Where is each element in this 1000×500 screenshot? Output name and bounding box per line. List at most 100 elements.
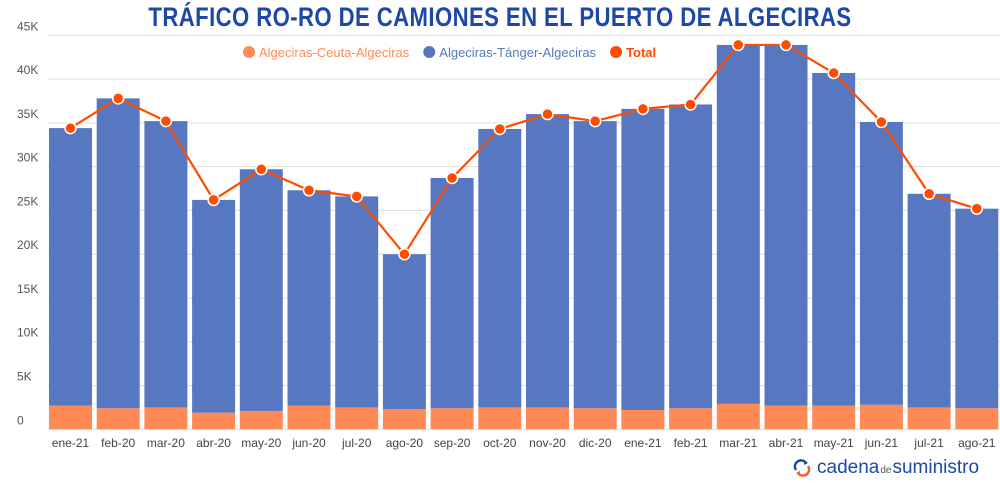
bar-tanger <box>335 196 379 408</box>
bar-tanger <box>49 128 92 406</box>
bar-tanger <box>96 98 140 409</box>
y-tick-label: 20K <box>17 238 38 252</box>
bar-ceuta <box>478 407 522 430</box>
bar-tanger <box>192 199 236 413</box>
x-tick-label: ene-21 <box>52 436 90 450</box>
total-point <box>64 121 77 135</box>
bar-ceuta <box>144 407 188 430</box>
total-point <box>207 193 220 207</box>
chart-title: TRÁFICO RO-RO DE CAMIONES EN EL PUERTO D… <box>148 2 852 32</box>
legend-marker <box>243 46 255 58</box>
total-point <box>732 38 745 52</box>
bar-tanger <box>287 190 331 406</box>
y-tick-label: 45K <box>17 19 38 33</box>
bar-tanger <box>239 169 283 411</box>
bar-ceuta <box>430 408 474 430</box>
legend-label: Algeciras-Ceuta-Algeciras <box>259 45 410 60</box>
logo-text-suministro: suministro <box>892 457 980 478</box>
bar-ceuta <box>669 408 713 430</box>
y-tick-label: 15K <box>17 282 38 296</box>
legend-marker <box>610 46 623 58</box>
total-point <box>588 114 602 128</box>
bar-ceuta <box>621 410 665 430</box>
total-point <box>398 247 411 261</box>
legend-marker <box>423 46 436 58</box>
bar-ceuta <box>716 403 760 430</box>
bar-tanger <box>955 208 999 409</box>
bar-tanger <box>573 121 617 409</box>
x-tick-label: jun-20 <box>291 436 326 450</box>
legend-label: Algeciras-Tánger-Algeciras <box>439 45 596 60</box>
total-point <box>827 66 840 80</box>
bar-ceuta <box>812 405 856 430</box>
bar-tanger <box>907 193 951 408</box>
bar-ceuta <box>526 407 569 430</box>
total-point <box>541 107 554 121</box>
x-tick-label: may-21 <box>814 436 854 450</box>
x-tick-label: jul-21 <box>913 436 944 450</box>
x-tick-label: abr-21 <box>769 436 804 450</box>
bar-tanger <box>859 121 903 405</box>
bar-ceuta <box>287 405 331 430</box>
bar-ceuta <box>335 407 379 430</box>
legend-label: Total <box>626 45 656 60</box>
total-point <box>159 114 173 128</box>
y-tick-label: 0 <box>17 413 24 427</box>
bar-ceuta <box>239 410 283 430</box>
x-tick-label: abr-20 <box>196 436 231 450</box>
total-point <box>875 115 888 129</box>
x-tick-label: mar-21 <box>719 436 757 450</box>
x-tick-label: jun-21 <box>864 436 899 450</box>
x-tick-label: ene-21 <box>624 436 662 450</box>
x-tick-label: feb-21 <box>674 436 708 450</box>
x-tick-label: oct-20 <box>483 436 517 450</box>
y-tick-label: 30K <box>17 151 38 165</box>
x-tick-label: ago-20 <box>386 436 424 450</box>
total-point <box>350 190 363 203</box>
x-tick-label: sep-20 <box>434 436 471 450</box>
y-tick-label: 40K <box>17 63 38 77</box>
total-point <box>255 163 268 176</box>
bar-tanger <box>812 72 856 406</box>
x-tick-label: ago-21 <box>958 436 996 450</box>
total-point <box>779 38 793 52</box>
y-tick-label: 10K <box>17 326 38 340</box>
bar-tanger <box>144 121 188 408</box>
x-tick-label: nov-20 <box>529 436 566 450</box>
bar-ceuta <box>96 408 140 430</box>
total-point <box>684 98 697 111</box>
bar-ceuta <box>764 405 808 430</box>
bar-ceuta <box>859 404 903 430</box>
bar-ceuta <box>49 405 92 430</box>
y-tick-label: 35K <box>17 107 38 121</box>
bar-tanger <box>669 104 713 409</box>
total-point <box>111 92 125 105</box>
bar-ceuta <box>573 408 617 430</box>
y-tick-label: 25K <box>17 194 38 208</box>
circular-arrows-icon <box>793 459 811 477</box>
bar-tanger <box>478 128 522 408</box>
total-point <box>302 184 316 197</box>
x-tick-label: mar-20 <box>147 436 185 450</box>
bar-tanger <box>430 178 474 409</box>
bar-tanger <box>621 108 665 411</box>
bar-ceuta <box>192 412 236 430</box>
bar-ceuta <box>907 407 951 430</box>
bar-tanger <box>526 114 569 408</box>
total-point <box>970 202 984 215</box>
bar-tanger <box>382 254 426 410</box>
brand-logo: cadenadesuministro <box>793 457 979 479</box>
bar-ceuta <box>382 409 426 430</box>
total-point <box>445 171 459 185</box>
x-tick-label: feb-20 <box>101 436 135 450</box>
bar-tanger <box>764 44 808 406</box>
total-point <box>636 102 650 116</box>
x-tick-label: may-20 <box>241 436 281 450</box>
total-line <box>69 43 978 257</box>
y-tick-label: 5K <box>17 370 32 384</box>
x-tick-label: dic-20 <box>579 436 612 450</box>
bar-ceuta <box>955 408 999 430</box>
total-point <box>922 187 936 201</box>
